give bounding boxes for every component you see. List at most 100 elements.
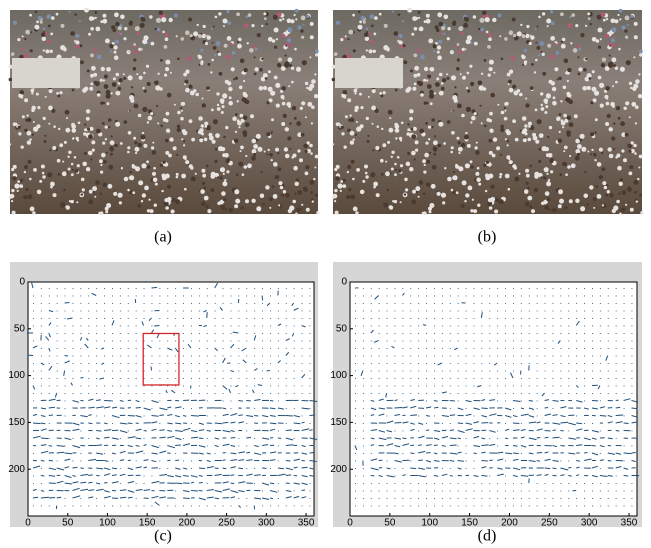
vector-dot <box>410 505 412 507</box>
speck <box>581 146 587 152</box>
vector-dot <box>362 483 364 484</box>
vector-dot <box>135 378 137 379</box>
speck <box>26 114 29 117</box>
vector <box>301 452 308 455</box>
vector-dot <box>309 423 311 424</box>
speck <box>88 134 93 140</box>
speck <box>562 161 567 167</box>
vector <box>72 445 81 449</box>
speck <box>76 164 80 168</box>
speck <box>462 75 466 80</box>
speck <box>89 126 94 131</box>
vector-dot <box>457 355 459 357</box>
speck <box>163 45 168 49</box>
speck <box>309 56 312 59</box>
speck <box>576 152 580 157</box>
speck <box>41 171 45 175</box>
speck <box>538 133 544 139</box>
vector-dot <box>56 363 58 364</box>
vector <box>418 459 423 461</box>
vector <box>285 338 291 341</box>
speck <box>403 60 408 65</box>
vector-dot <box>623 310 625 312</box>
vector <box>309 467 315 470</box>
vector-dot <box>394 378 396 379</box>
vector <box>497 473 504 476</box>
speck <box>19 90 25 95</box>
speck <box>534 174 539 179</box>
speck <box>411 150 416 156</box>
speck <box>547 135 550 139</box>
vector-dot <box>441 333 443 334</box>
vector-dot <box>362 505 364 507</box>
speck <box>477 203 481 207</box>
vector-dot <box>426 378 427 379</box>
speck <box>529 86 534 90</box>
speck <box>281 122 286 126</box>
speck <box>617 116 621 120</box>
vector-dot <box>293 370 295 372</box>
vector-dot <box>175 370 177 372</box>
vector-dot <box>104 310 105 312</box>
y-tick-label: 150 <box>8 417 25 428</box>
vector-dot <box>497 355 499 357</box>
vector <box>246 436 252 439</box>
vector <box>127 445 133 448</box>
speck <box>96 93 101 97</box>
vector-dot <box>623 355 625 357</box>
vector-dot <box>370 498 372 499</box>
speck <box>446 120 451 124</box>
vector-dot <box>568 490 570 492</box>
speck <box>545 105 549 109</box>
vector-dot <box>481 325 483 327</box>
speck <box>633 56 636 59</box>
vector-dot <box>183 310 184 312</box>
vector <box>48 445 53 447</box>
speck <box>435 82 440 87</box>
vector <box>370 329 374 334</box>
vector-dot <box>80 348 82 349</box>
speck <box>200 189 205 194</box>
vector-dot <box>481 498 483 499</box>
speck <box>206 86 210 90</box>
vector-dot <box>72 333 74 334</box>
vector-dot <box>426 490 427 492</box>
vector-field <box>354 287 640 507</box>
vector-dot <box>615 378 617 379</box>
speck <box>154 182 158 186</box>
vector-dot <box>135 460 137 462</box>
speck <box>639 49 643 53</box>
vector <box>143 466 148 469</box>
speck <box>540 176 543 179</box>
speck <box>565 71 568 75</box>
vector <box>402 421 409 424</box>
vector-dot <box>112 310 113 312</box>
vector-dot <box>112 355 113 357</box>
speck <box>306 141 310 145</box>
speck <box>140 200 144 203</box>
speck <box>533 71 537 74</box>
vector-dot <box>127 363 129 364</box>
speck <box>168 17 173 23</box>
vector <box>48 322 52 326</box>
speck <box>124 27 128 31</box>
vector <box>528 415 535 418</box>
vector-dot <box>151 408 153 409</box>
vector-dot <box>536 325 538 327</box>
vector-dot <box>536 303 538 304</box>
speck <box>383 202 389 208</box>
speck <box>565 173 568 176</box>
vector-dot <box>576 288 578 289</box>
vector-dot <box>497 318 499 319</box>
vector <box>111 467 118 470</box>
vector-dot <box>489 498 491 499</box>
vector-dot <box>262 505 263 507</box>
vector-dot <box>254 318 256 319</box>
vector-dot <box>426 295 427 297</box>
speck <box>123 76 127 80</box>
vector-dot <box>119 505 121 507</box>
vector-dot <box>301 415 303 417</box>
speck <box>487 201 493 207</box>
vehicle <box>335 58 403 88</box>
speck <box>628 116 631 119</box>
